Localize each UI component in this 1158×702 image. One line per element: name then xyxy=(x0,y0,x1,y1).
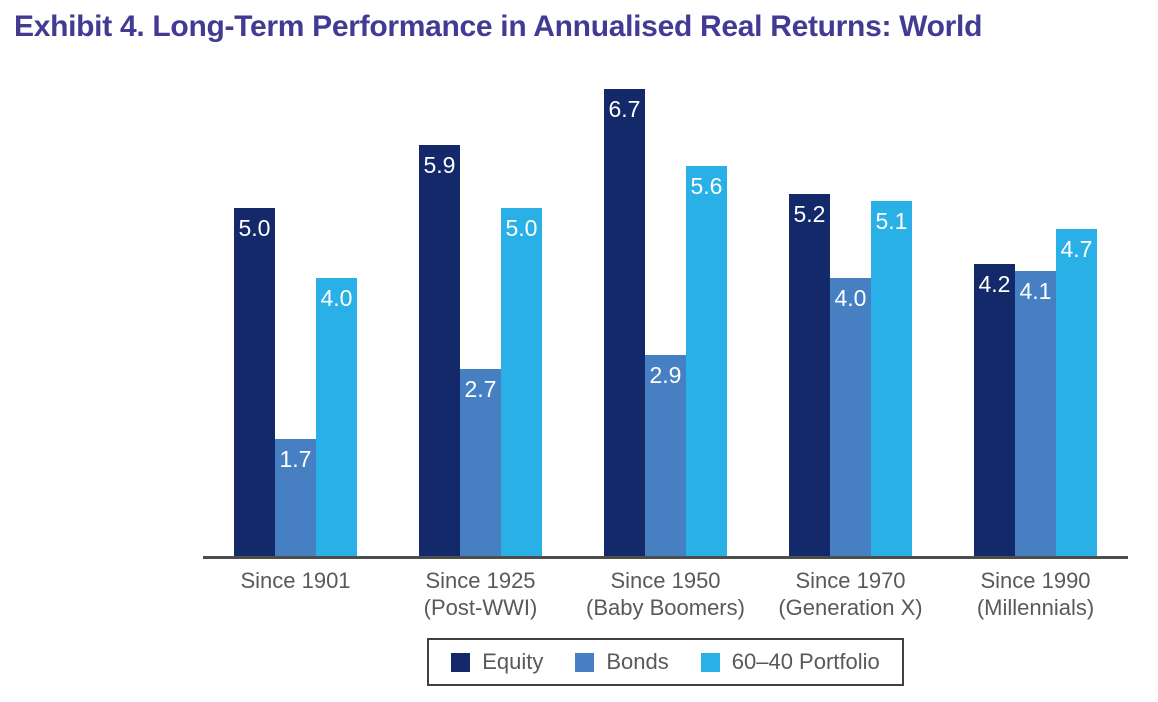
bar-group-4: 5.2 4.0 5.1 xyxy=(758,68,943,558)
bar-60-40-portfolio-group-3: 5.6 xyxy=(686,166,727,558)
plot-area: 5.0 1.7 4.0 5.9 2.7 5.0 6.7 2.9 5.6 5.2 4.0 5.1 4.2 4… xyxy=(203,68,1128,558)
legend: Equity Bonds 60–40 Portfolio xyxy=(427,638,904,686)
bar-equity-group-4: 5.2 xyxy=(789,194,830,558)
x-axis-labels: Since 1901 Since 1925 (Post-WWI) Since 1950… xyxy=(203,567,1128,621)
bar-60-40-portfolio-group-5: 4.7 xyxy=(1056,229,1097,558)
bar-value-label: 5.0 xyxy=(238,215,271,241)
bar-bonds-group-3: 2.9 xyxy=(645,355,686,558)
bar-value-label: 5.1 xyxy=(875,208,908,234)
x-axis-label-1: Since 1901 xyxy=(240,568,351,593)
legend-item-60-40-portfolio: 60–40 Portfolio xyxy=(700,649,880,675)
bar-value-label: 5.6 xyxy=(690,173,723,199)
chart-title: Exhibit 4. Long-Term Performance in Annu… xyxy=(14,10,983,43)
bar-value-label: 4.0 xyxy=(834,285,867,311)
legend-item-bonds: Bonds xyxy=(575,649,669,675)
bar-value-label: 6.7 xyxy=(608,96,641,122)
x-axis-label-2: Since 1925 (Post-WWI) xyxy=(423,568,538,620)
bar-value-label: 4.2 xyxy=(978,271,1011,297)
bar-value-label: 4.1 xyxy=(1019,278,1052,304)
bar-equity-group-2: 5.9 xyxy=(419,145,460,558)
legend-label-equity: Equity xyxy=(482,649,544,674)
x-axis-line xyxy=(203,556,1128,559)
bar-bonds-group-5: 4.1 xyxy=(1015,271,1056,558)
bar-value-label: 5.9 xyxy=(423,152,456,178)
legend-label-60-40-portfolio: 60–40 Portfolio xyxy=(731,649,880,674)
bar-group-2: 5.9 2.7 5.0 xyxy=(388,68,573,558)
bar-equity-group-3: 6.7 xyxy=(604,89,645,558)
bar-value-label: 2.7 xyxy=(464,376,497,402)
bar-60-40-portfolio-group-1: 4.0 xyxy=(316,278,357,558)
x-axis-label-4: Since 1970 (Generation X) xyxy=(778,568,923,620)
bar-value-label: 2.9 xyxy=(649,362,682,388)
bar-value-label: 4.0 xyxy=(320,285,353,311)
x-axis-label-5: Since 1990 (Millennials) xyxy=(976,568,1095,620)
bar-equity-group-5: 4.2 xyxy=(974,264,1015,558)
equity-swatch-icon xyxy=(451,652,471,672)
bar-60-40-portfolio-group-2: 5.0 xyxy=(501,208,542,558)
bar-value-label: 1.7 xyxy=(279,446,312,472)
legend-item-equity: Equity xyxy=(451,649,543,675)
legend-wrap: Equity Bonds 60–40 Portfolio xyxy=(203,638,1128,686)
bar-value-label: 5.0 xyxy=(505,215,538,241)
bar-group-5: 4.2 4.1 4.7 xyxy=(943,68,1128,558)
bar-equity-group-1: 5.0 xyxy=(234,208,275,558)
bar-60-40-portfolio-group-4: 5.1 xyxy=(871,201,912,558)
bar-value-label: 5.2 xyxy=(793,201,826,227)
60-40-portfolio-swatch-icon xyxy=(700,652,720,672)
x-axis-label-3: Since 1950 (Baby Boomers) xyxy=(586,568,745,620)
bar-bonds-group-2: 2.7 xyxy=(460,369,501,558)
bonds-swatch-icon xyxy=(575,652,595,672)
bar-value-label: 4.7 xyxy=(1060,236,1093,262)
bar-group-3: 6.7 2.9 5.6 xyxy=(573,68,758,558)
legend-label-bonds: Bonds xyxy=(606,649,669,674)
bar-bonds-group-4: 4.0 xyxy=(830,278,871,558)
bar-group-1: 5.0 1.7 4.0 xyxy=(203,68,388,558)
bar-bonds-group-1: 1.7 xyxy=(275,439,316,558)
